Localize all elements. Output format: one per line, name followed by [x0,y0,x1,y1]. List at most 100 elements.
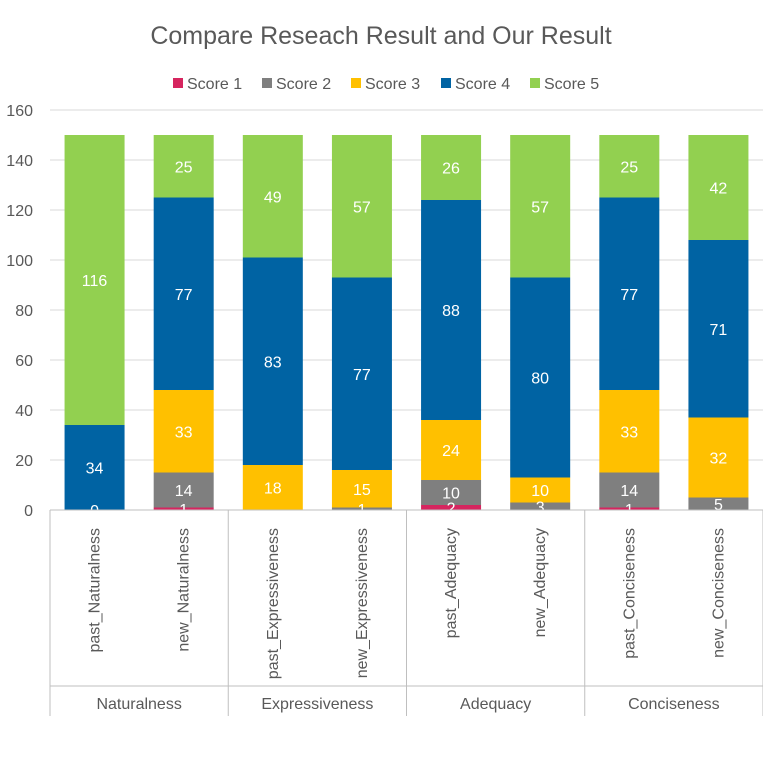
data-label: 2 [447,501,456,518]
bar-score-4-past-adequacy [421,200,482,420]
group-label: Expressiveness [261,696,373,713]
bar-score-5-past-adequacy [421,135,482,200]
y-tick-label: 0 [24,503,33,520]
data-label: 32 [710,451,728,468]
legend-label: Score 2 [276,76,331,93]
bar-score-4-past-expressiveness [242,257,303,465]
y-tick-label: 80 [15,303,33,320]
data-label: 3 [536,499,545,516]
data-labels: 0341161143377251883491157757210248826310… [82,159,728,520]
data-label: 25 [175,159,193,176]
x-tick-label: new_Naturalness [176,528,193,652]
group-label: Conciseness [628,696,720,713]
data-label: 18 [264,481,282,498]
bar-score-2-new-naturalness [153,472,214,508]
y-tick-label: 160 [6,103,33,120]
y-axis: 0 20 40 60 80 100 120 140 160 [6,103,33,520]
data-label: 15 [353,482,371,499]
bar-score-3-past-expressiveness [242,465,303,510]
x-tick-label: new_Expressiveness [354,528,371,678]
data-label: 83 [264,354,282,371]
bar-score-3-past-adequacy [421,420,482,480]
bar-score-2-past-adequacy [421,480,482,505]
bar-score-2-new-expressiveness [331,507,392,510]
x-axis: past_Naturalness new_Naturalness past_Expr… [49,509,763,716]
data-label: 14 [175,483,193,500]
bar-score-5-new-adequacy [510,135,571,278]
data-label: 34 [86,461,104,478]
data-label: 42 [710,181,728,198]
bar-score-2-new-conciseness [688,497,749,510]
x-tick-label: past_Expressiveness [265,528,282,679]
data-label: 10 [531,483,549,500]
data-label: 0 [90,503,99,520]
data-label: 77 [620,287,638,304]
bar-score-4-past-conciseness [599,197,660,390]
bar-score-3-new-conciseness [688,417,749,498]
data-label: 10 [442,486,460,503]
legend-swatch [441,78,451,88]
data-label: 80 [531,371,549,388]
bar-score-5-past-expressiveness [242,135,303,258]
bars [64,135,749,510]
bar-score-5-new-expressiveness [331,135,392,278]
data-label: 71 [710,322,728,339]
legend-swatch [262,78,272,88]
bar-score-5-new-naturalness [153,135,214,198]
data-label: 25 [620,159,638,176]
x-tick-label: past_Adequacy [443,528,460,638]
y-tick-label: 40 [15,403,33,420]
data-label: 33 [175,424,193,441]
data-label: 14 [620,483,638,500]
data-label: 57 [531,199,549,216]
bar-score-3-new-adequacy [510,477,571,503]
legend-label: Score 4 [455,76,510,93]
data-label: 77 [175,287,193,304]
bar-score-3-new-naturalness [153,390,214,473]
legend-label: Score 3 [365,76,420,93]
data-label: 88 [442,303,460,320]
legend-label: Score 1 [187,76,242,93]
x-tick-label: new_Conciseness [710,528,727,658]
legend-swatch [530,78,540,88]
legend-swatch [173,78,183,88]
bar-score-5-past-conciseness [599,135,660,198]
chart-legend: Score 1 Score 2 Score 3 Score 4 Score 5 [173,76,599,93]
group-label: Naturalness [96,696,181,713]
bar-score-2-past-conciseness [599,472,660,508]
y-tick-label: 140 [6,153,33,170]
group-label: Adequacy [460,696,531,713]
bar-score-1-new-naturalness [153,507,214,510]
bar-score-4-new-conciseness [688,240,749,418]
y-tick-label: 100 [6,253,33,270]
bar-score-5-new-conciseness [688,135,749,240]
legend-swatch [351,78,361,88]
bar-score-3-past-conciseness [599,390,660,473]
bar-score-3-new-expressiveness [331,470,392,508]
data-label: 26 [442,161,460,178]
data-label: 116 [82,273,108,290]
data-label: 33 [620,424,638,441]
bar-score-1-past-adequacy [421,505,482,510]
bar-score-4-new-expressiveness [331,277,392,470]
bar-score-4-new-naturalness [153,197,214,390]
bar-score-5-past-naturalness [64,135,125,425]
bar-score-1-past-conciseness [599,507,660,510]
x-tick-label: new_Adequacy [532,528,549,637]
data-label: 24 [442,443,460,460]
y-tick-label: 120 [6,203,33,220]
data-label: 5 [714,497,723,514]
chart-title: Compare Reseach Result and Our Result [150,22,611,50]
bar-score-4-past-naturalness [64,425,125,510]
bar-score-4-new-adequacy [510,277,571,478]
y-tick-label: 20 [15,453,33,470]
data-label: 57 [353,199,371,216]
y-tick-label: 60 [15,353,33,370]
data-label: 77 [353,367,371,384]
data-label: 49 [264,189,282,206]
x-tick-label: past_Conciseness [621,528,638,659]
legend-label: Score 5 [544,76,599,93]
bar-score-2-new-adequacy [510,502,571,510]
x-tick-label: past_Naturalness [87,528,104,653]
